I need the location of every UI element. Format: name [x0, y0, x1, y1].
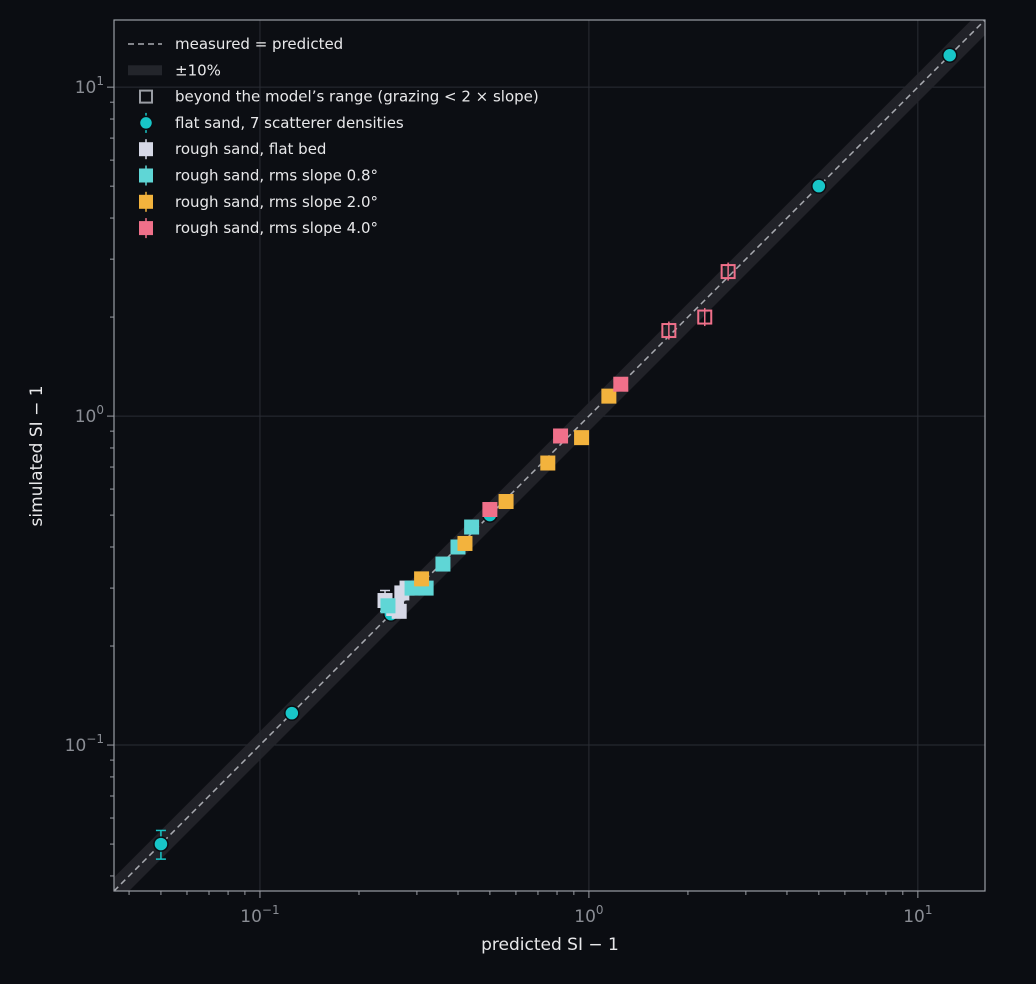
x-tick-label: 100: [574, 903, 603, 927]
legend-label: rough sand, rms slope 2.0°: [175, 193, 378, 211]
legend-square-swatch: [139, 221, 153, 236]
x-tick-label: 101: [903, 903, 932, 927]
data-point-square: [414, 571, 430, 587]
y-tick-label: 100: [75, 403, 104, 427]
legend-square-swatch: [139, 194, 153, 209]
legend-open-square-swatch: [139, 89, 153, 104]
legend-square-swatch: [139, 168, 153, 183]
legend-label: ±10%: [175, 61, 221, 79]
legend-band-swatch: [128, 65, 162, 76]
data-point-square: [482, 502, 498, 518]
identity-line: [114, 20, 985, 891]
data-point-square: [553, 428, 569, 444]
legend-label: rough sand, rms slope 0.8°: [175, 167, 378, 185]
legend-label: rough sand, rms slope 4.0°: [175, 219, 378, 237]
data-point-square: [464, 519, 480, 535]
data-point-square: [540, 455, 556, 471]
y-tick-label: 101: [75, 74, 104, 98]
data-point-circle: [284, 705, 300, 721]
legend-circle-swatch: [138, 115, 154, 131]
data-point-square: [435, 556, 451, 572]
x-tick-label: 10−1: [240, 903, 279, 927]
legend-square-swatch: [139, 142, 153, 157]
y-axis-label: simulated SI − 1: [27, 385, 47, 526]
data-point-square: [613, 376, 629, 392]
plot-frame: [113, 19, 986, 892]
data-point-circle: [941, 47, 958, 64]
data-point-circle: [811, 178, 827, 194]
legend-label: rough sand, flat bed: [175, 140, 326, 158]
data-point-square: [380, 598, 396, 614]
data-point-square: [498, 494, 514, 510]
data-point-square: [574, 430, 590, 446]
legend-label: flat sand, 7 scatterer densities: [175, 114, 404, 132]
data-point-square: [457, 535, 473, 551]
y-tick-label: 10−1: [65, 732, 104, 756]
data-point-square: [601, 388, 617, 404]
data-point-circle: [153, 836, 169, 852]
x-axis-label: predicted SI − 1: [481, 935, 619, 955]
legend-label: beyond the model’s range (grazing < 2 × …: [175, 88, 539, 106]
legend-label: measured = predicted: [175, 35, 343, 53]
